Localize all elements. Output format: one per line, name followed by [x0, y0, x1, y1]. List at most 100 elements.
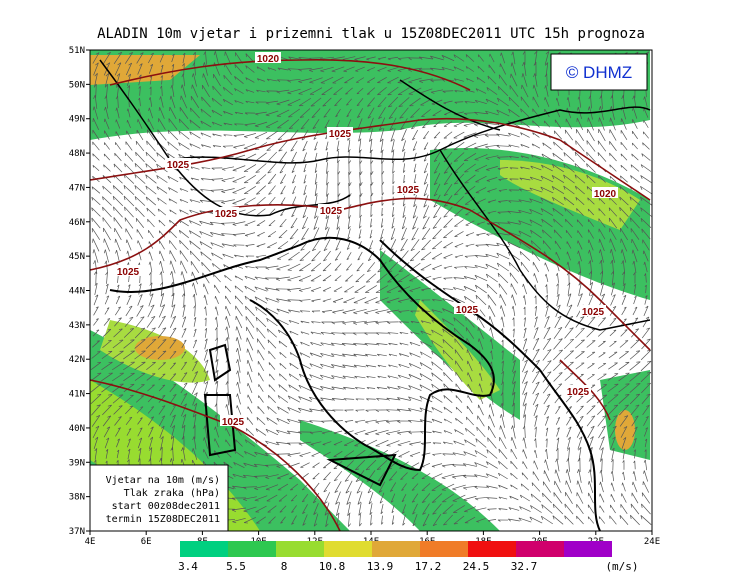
wind-arrow: [410, 310, 420, 313]
wind-arrow: [290, 217, 298, 229]
wind-arrow: [188, 220, 201, 226]
wind-arrow: [299, 451, 311, 457]
wind-arrow: [91, 186, 101, 194]
wind-arrow: [269, 373, 275, 381]
wind-arrow: [465, 54, 475, 62]
wind-arrow: [114, 152, 122, 162]
wind-arrow: [104, 437, 110, 449]
wind-arrow: [518, 188, 531, 192]
wind-arrow: [488, 425, 496, 439]
wind-arrow: [298, 68, 312, 72]
wind-arrow: [499, 294, 507, 306]
wind-arrow: [375, 419, 389, 424]
wind-arrow: [642, 250, 649, 262]
wind-arrow: [333, 451, 343, 458]
wind-arrow: [409, 352, 421, 358]
wind-arrow: [320, 374, 334, 380]
wind-arrow: [620, 118, 627, 130]
wind-arrow: [463, 276, 477, 280]
isobar-label-bg: [220, 415, 246, 426]
wind-arrow: [408, 419, 422, 423]
wind-arrow: [454, 219, 464, 227]
wind-arrow: [136, 229, 144, 239]
wind-arrow: [330, 353, 345, 357]
wind-arrow: [145, 339, 157, 349]
wind-arrow: [277, 473, 289, 480]
wind-arrow: [465, 232, 475, 237]
wind-arrow: [474, 111, 488, 115]
wind-arrow: [346, 491, 352, 505]
wind-arrow: [497, 156, 509, 160]
wind-arrow: [354, 387, 365, 390]
wind-arrow: [476, 232, 486, 237]
wind-arrow: [158, 219, 166, 227]
wind-arrow: [211, 121, 223, 127]
wind-arrow: [402, 151, 406, 163]
wind-arrow: [629, 393, 641, 405]
wind-arrow: [642, 239, 650, 251]
wind-arrow: [630, 175, 640, 183]
wind-arrow: [330, 364, 345, 368]
wind-arrow: [518, 220, 532, 226]
wind-arrow: [422, 119, 430, 129]
wind-arrow: [412, 141, 418, 151]
wind-arrow: [642, 404, 650, 416]
wind-arrow: [332, 409, 344, 412]
wind-arrow: [564, 361, 574, 371]
wind-arrows: [90, 50, 652, 528]
wind-arrow: [265, 484, 279, 491]
wind-arrow: [137, 417, 143, 425]
wind-arrow: [234, 254, 244, 258]
wind-arrow: [554, 240, 562, 250]
wind-arrow: [551, 186, 565, 194]
wind-arrow: [235, 326, 242, 340]
wind-arrow: [553, 492, 563, 504]
wind-arrow: [619, 207, 629, 217]
wind-arrow: [401, 227, 407, 241]
colorbar-label: 10.8: [319, 560, 346, 573]
wind-arrow: [443, 173, 453, 186]
wind-arrow: [401, 483, 407, 491]
wind-arrow: [507, 241, 521, 249]
wind-arrow: [158, 395, 166, 403]
wind-arrow: [642, 316, 650, 328]
wind-arrow: [323, 108, 331, 118]
wind-arrow: [542, 371, 552, 383]
wind-arrow: [125, 239, 132, 251]
wind-arrow: [423, 152, 429, 162]
wind-arrow: [542, 337, 552, 350]
wind-arrow: [257, 360, 265, 372]
wind-arrow: [386, 397, 400, 401]
wind-arrow: [521, 84, 529, 98]
wind-arrow: [343, 386, 355, 390]
wind-arrow: [366, 375, 376, 379]
wind-arrow: [553, 141, 563, 151]
wind-arrow: [180, 84, 187, 98]
wind-arrow: [265, 440, 279, 446]
wind-arrow: [355, 66, 365, 72]
isobar-label: 1025: [167, 160, 190, 171]
wind-arrow: [420, 320, 431, 324]
wind-arrow: [533, 403, 539, 417]
wind-arrow: [577, 436, 583, 450]
colorbar-segment: [180, 541, 228, 557]
wind-arrow: [555, 458, 560, 472]
wind-arrow: [309, 67, 323, 73]
wind-arrow: [112, 350, 124, 360]
wind-arrow: [566, 416, 572, 426]
wind-arrow: [221, 177, 235, 182]
wind-arrow: [353, 353, 367, 357]
wind-arrow: [575, 362, 585, 370]
wind-arrow: [148, 293, 154, 307]
wind-arrow: [182, 52, 186, 64]
wind-arrow: [543, 470, 550, 482]
wind-arrow: [599, 481, 604, 493]
isobar-label: 1020: [594, 189, 617, 200]
wind-arrow: [366, 56, 376, 61]
wind-arrow: [233, 144, 245, 149]
wind-arrow: [347, 502, 351, 517]
wind-arrow: [490, 350, 493, 360]
wind-arrow: [390, 228, 396, 241]
wind-arrow: [234, 123, 244, 126]
wind-arrow: [113, 328, 123, 338]
